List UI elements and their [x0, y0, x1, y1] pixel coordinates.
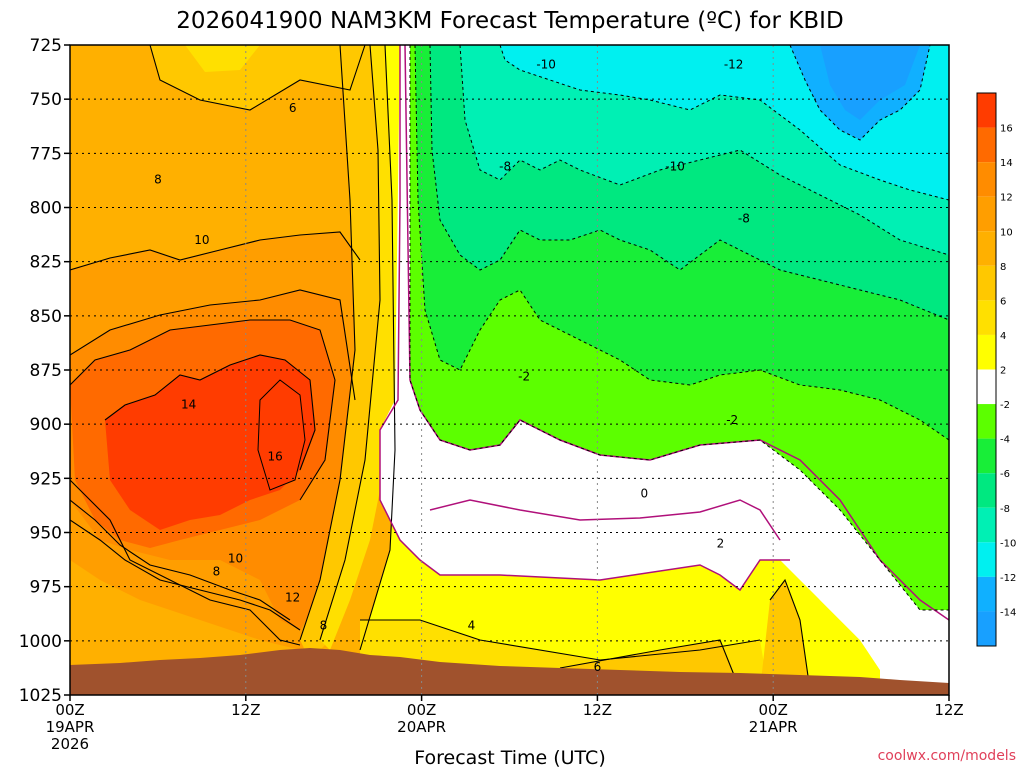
x-date-label: 19APR — [46, 718, 95, 736]
colorbar-swatch — [977, 438, 996, 474]
band-warm-6-spike — [760, 580, 810, 690]
colorbar-label: -6 — [1000, 469, 1010, 480]
band-front-6 — [300, 45, 400, 660]
isotherms-cold — [409, 45, 949, 611]
temperature-field — [70, 45, 949, 695]
contour-label: 2 — [717, 536, 725, 550]
contour-label: 16 — [267, 450, 282, 464]
colorbar-swatch — [977, 231, 996, 266]
grid — [70, 45, 949, 695]
credit-text: coolwx.com/models — [878, 748, 1016, 764]
band-front-4 — [320, 45, 402, 650]
x-tick-label: 12Z — [583, 701, 612, 719]
band-4-6 — [185, 45, 260, 72]
y-tick-label: 925 — [30, 469, 62, 489]
colorbar-label: -14 — [1000, 607, 1016, 618]
contour-label: 4 — [468, 619, 476, 633]
x-date-label: 2026 — [51, 735, 89, 753]
x-tick-label: 00Z — [55, 701, 84, 719]
colorbar-label: -2 — [1000, 400, 1010, 411]
colorbar-label: -10 — [1000, 538, 1016, 549]
contour-label: 10 — [228, 552, 243, 566]
x-tick-label: 12Z — [934, 701, 963, 719]
contour-label: -10 — [536, 58, 556, 72]
terrain — [70, 648, 949, 695]
contour-label: 0 — [640, 487, 648, 501]
colorbar-swatch — [977, 369, 996, 405]
colorbar-swatch — [977, 576, 996, 612]
colorbar-swatch — [977, 127, 996, 163]
colorbar-swatch — [977, 611, 996, 646]
contour-label: 6 — [594, 660, 602, 674]
x-tick-label: 00Z — [759, 701, 788, 719]
contour-label: 6 — [289, 101, 297, 115]
colorbar-swatch — [977, 473, 996, 508]
x-date-label: 20APR — [397, 718, 446, 736]
y-tick-label: 1000 — [19, 632, 62, 652]
contour-label: 8 — [320, 619, 328, 633]
y-tick-label: 875 — [30, 361, 62, 381]
y-tick-label: 850 — [30, 307, 62, 327]
contour-label: -12 — [724, 58, 744, 72]
contour-labels: 6 8 10 14 16 10 8 12 8 4 6 2 0 -2 -2 -8 -8 -10 -10 -12 — [154, 58, 750, 674]
contour-label: 8 — [213, 565, 221, 579]
y-tick-label: 900 — [30, 415, 62, 435]
x-date-label: 21APR — [749, 718, 798, 736]
contour-label: -8 — [499, 159, 511, 173]
y-tick-label: 725 — [30, 36, 62, 56]
contour-label: 10 — [194, 233, 209, 247]
colorbar-label: -12 — [1000, 573, 1016, 584]
colorbar-swatch — [977, 334, 996, 370]
x-tick-label: 12Z — [231, 701, 260, 719]
colorbar-label: 14 — [1000, 158, 1013, 169]
contour-label: 12 — [285, 591, 300, 605]
isotherms-warm — [70, 45, 811, 691]
colorbar-swatch — [977, 300, 996, 335]
x-axis: 00Z 12Z 00Z 12Z 00Z 12Z — [55, 695, 964, 719]
colorbar-swatch — [977, 196, 996, 232]
y-tick-label: 750 — [30, 90, 62, 110]
contour-label: -8 — [738, 211, 750, 225]
colorbar-label: 12 — [1000, 193, 1013, 204]
colorbar-swatch — [977, 507, 996, 543]
x-axis-title: Forecast Time (UTC) — [414, 747, 605, 768]
colorbar-label: 4 — [1000, 331, 1006, 342]
y-tick-label: 775 — [30, 144, 62, 164]
contour-label: -10 — [665, 159, 685, 173]
colorbar-label: -4 — [1000, 435, 1010, 446]
y-tick-label: 800 — [30, 199, 62, 219]
colorbar-label: 16 — [1000, 124, 1013, 135]
colorbar-label: 10 — [1000, 227, 1013, 238]
y-tick-label: 975 — [30, 578, 62, 598]
contour-label: -2 — [726, 413, 738, 427]
y-tick-label: 825 — [30, 253, 62, 273]
band-zero — [380, 45, 949, 695]
chart-title: 2026041900 NAM3KM Forecast Temperature (… — [176, 8, 843, 34]
colorbar-label: 6 — [1000, 296, 1006, 307]
colorbar-swatch — [977, 404, 996, 439]
contour-label: 14 — [181, 398, 196, 412]
colorbar: 16 14 12 10 8 6 4 2 -2 -4 -6 -8 -10 -12 -14 — [976, 92, 1016, 647]
colorbar-swatch — [977, 265, 996, 301]
colorbar-swatch — [977, 162, 996, 197]
contour-label: 8 — [154, 172, 162, 186]
colorbar-frame — [976, 92, 997, 647]
colorbar-label: 2 — [1000, 366, 1006, 377]
y-axis: 725 750 775 800 825 850 875 900 925 950 975 1000 102… — [19, 36, 70, 706]
x-tick-label: 00Z — [407, 701, 436, 719]
colorbar-label: 8 — [1000, 262, 1006, 273]
contour-label: -2 — [518, 370, 530, 384]
band-m14-below — [820, 45, 920, 120]
colorbar-swatch — [977, 542, 996, 577]
band-core-16 — [257, 379, 306, 491]
colorbar-label: -8 — [1000, 504, 1010, 515]
y-tick-label: 1025 — [19, 686, 62, 706]
colorbar-swatch — [977, 93, 996, 128]
y-tick-label: 950 — [30, 524, 62, 544]
